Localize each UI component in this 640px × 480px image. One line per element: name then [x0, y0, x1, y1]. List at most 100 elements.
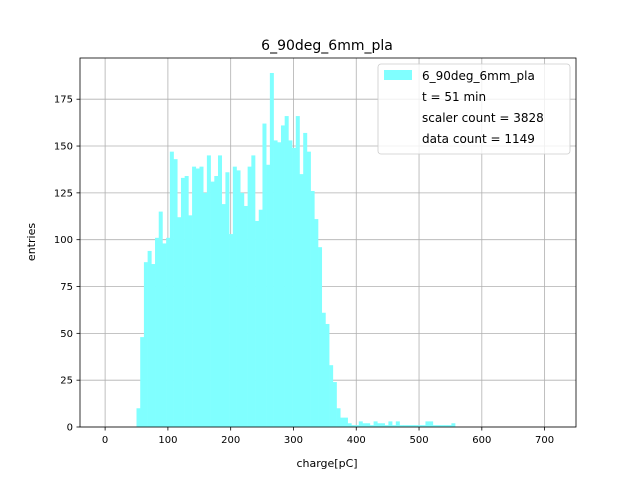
histogram-bar [366, 423, 371, 427]
histogram-bar [410, 425, 415, 427]
histogram-bar [269, 72, 274, 427]
histogram-bar [447, 425, 452, 427]
histogram-bar [343, 417, 348, 427]
histogram-bars [136, 72, 456, 428]
histogram-bar [206, 155, 211, 428]
histogram-bar [403, 425, 408, 427]
y-tick-label: 0 [67, 423, 73, 434]
histogram-bar [451, 423, 456, 427]
x-tick-label: 0 [102, 435, 108, 446]
y-axis-label: entries [25, 223, 38, 261]
histogram-bar [388, 421, 393, 427]
histogram-bar [288, 140, 293, 427]
histogram-bar [236, 170, 241, 427]
histogram-bar [299, 174, 304, 427]
histogram-bar [147, 250, 152, 427]
histogram-bar [184, 176, 189, 427]
histogram-bar [173, 159, 178, 427]
y-tick-label: 50 [60, 329, 73, 340]
histogram-bar [180, 177, 185, 427]
histogram-bar [155, 237, 160, 427]
histogram-bar [429, 421, 434, 427]
histogram-bar [169, 151, 174, 427]
histogram-bar [425, 421, 430, 427]
legend-entry: t = 51 min [422, 90, 486, 104]
histogram-bar [218, 155, 223, 428]
histogram-bar [321, 312, 326, 427]
histogram-bar [406, 425, 411, 427]
histogram-bar [232, 166, 237, 427]
histogram-bar [247, 166, 252, 427]
histogram-bar [266, 164, 271, 428]
histogram-bar [325, 323, 330, 427]
histogram-bar [336, 408, 341, 427]
histogram-bar [421, 425, 426, 427]
histogram-bar [310, 190, 315, 427]
histogram-bar [262, 123, 267, 427]
histogram-bar [355, 425, 360, 427]
y-tick-label: 125 [54, 188, 73, 199]
y-tick-label: 100 [54, 235, 73, 246]
y-tick-label: 175 [54, 95, 73, 106]
histogram-bar [377, 423, 382, 427]
histogram-bar [418, 425, 423, 427]
histogram-bar [136, 408, 141, 427]
histogram-bar [240, 192, 245, 427]
histogram-bar [340, 417, 345, 427]
x-tick-label: 400 [347, 435, 366, 446]
histogram-bar [414, 425, 419, 427]
histogram-bar [373, 421, 378, 427]
histogram-bar [277, 142, 282, 427]
histogram-bar [221, 204, 226, 427]
histogram-bar [362, 423, 367, 427]
histogram-bar [432, 425, 437, 427]
histogram-bar [214, 176, 219, 427]
x-axis-label: charge[pC] [296, 457, 357, 470]
histogram-bar [443, 425, 448, 427]
histogram-bar [329, 365, 334, 427]
chart-title: 6_90deg_6mm_pla [261, 38, 393, 54]
histogram-bar [314, 219, 319, 427]
histogram-bar [284, 116, 289, 428]
histogram-bar [395, 421, 400, 427]
x-tick-label: 300 [284, 435, 303, 446]
legend-entry: 6_90deg_6mm_pla [422, 69, 535, 83]
legend-box [377, 63, 571, 155]
plot-frame [79, 57, 577, 428]
histogram-bar [188, 215, 193, 427]
histogram-bar [440, 425, 445, 427]
histogram-bar [177, 217, 182, 427]
histogram-bar [199, 166, 204, 427]
histogram-bar [295, 116, 300, 428]
y-tick-label: 75 [60, 282, 73, 293]
histogram-bar [210, 181, 215, 427]
histogram-bar [273, 140, 278, 427]
histogram-bar [369, 425, 374, 427]
histogram-bar [306, 151, 311, 427]
histogram-bar [195, 168, 200, 427]
histogram-bar [380, 423, 385, 427]
histogram-bar [203, 192, 208, 427]
histogram-bar [162, 243, 167, 427]
x-tick-label: 100 [158, 435, 177, 446]
histogram-bar [280, 125, 285, 428]
histogram-bar [351, 425, 356, 427]
histogram-bar [399, 425, 404, 427]
legend-entry: scaler count = 3828 [422, 111, 544, 125]
tick-labels: 0 100 200 300 400 500 600 700 0 25 50 75 100 125 150 17… [54, 95, 554, 446]
histogram-bar [140, 337, 145, 427]
histogram-bar [436, 425, 441, 427]
x-tick-label: 600 [472, 435, 491, 446]
histogram-bar [384, 425, 389, 427]
histogram-bar [243, 205, 248, 427]
histogram-bar [166, 237, 171, 427]
histogram-bar [292, 147, 297, 427]
legend-swatch [384, 70, 412, 80]
histogram-bar [143, 262, 148, 427]
histogram-bar [192, 166, 197, 427]
axes [79, 57, 577, 428]
histogram-bar [158, 211, 163, 427]
x-tick-label: 200 [221, 435, 240, 446]
